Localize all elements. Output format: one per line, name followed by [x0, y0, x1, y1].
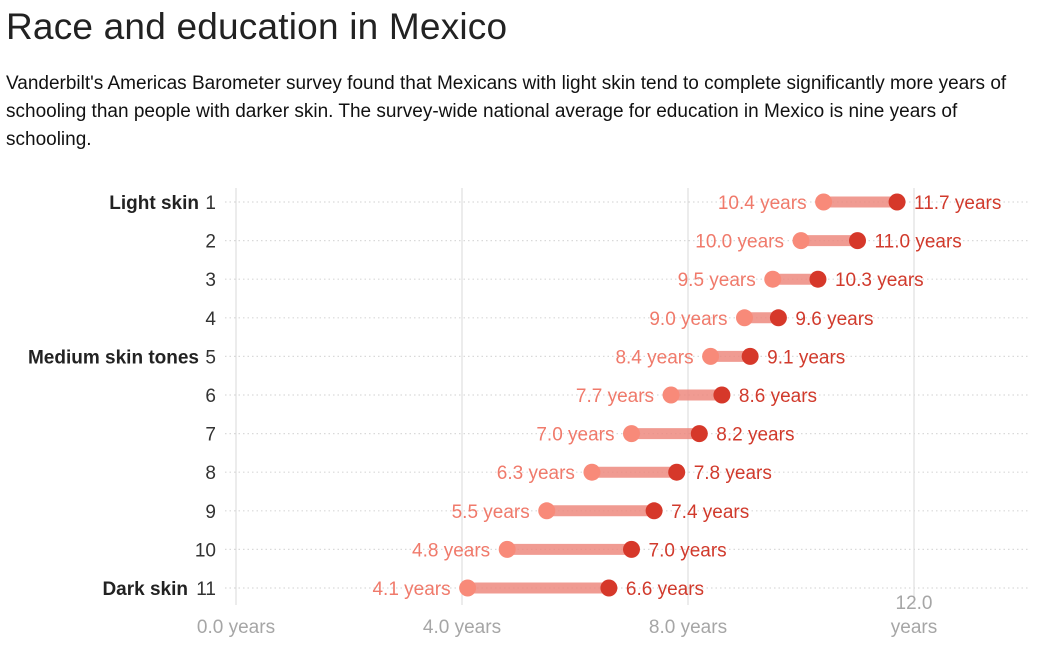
x-tick-label: years — [891, 617, 937, 638]
row-tick-label: 7 — [205, 425, 216, 446]
x-tick-label: 0.0 years — [197, 617, 275, 638]
high-point — [809, 270, 827, 288]
low-point — [702, 347, 720, 365]
low-value-label: 7.0 years — [536, 425, 614, 446]
low-value-label: 9.0 years — [649, 309, 727, 330]
low-point — [764, 270, 782, 288]
low-point — [623, 425, 640, 443]
row-group-label: Dark skin — [102, 579, 188, 600]
row-tick-label: 9 — [205, 502, 216, 523]
row-tick-label: 6 — [205, 386, 216, 407]
low-value-label: 5.5 years — [452, 502, 530, 523]
high-point — [713, 386, 731, 404]
high-value-label: 9.1 years — [767, 347, 845, 368]
low-value-label: 4.8 years — [412, 540, 490, 561]
row-tick-label: 11 — [196, 579, 216, 600]
high-point — [849, 232, 866, 250]
high-point — [668, 463, 686, 481]
low-point — [498, 540, 516, 558]
chart-title: Race and education in Mexico — [6, 6, 508, 47]
row-tick-label: 10 — [195, 540, 216, 561]
row-group-label: Light skin — [109, 193, 199, 214]
low-point — [459, 579, 477, 597]
x-tick-label: 4.0 years — [423, 617, 501, 638]
high-value-label: 6.6 years — [626, 579, 704, 600]
low-value-label: 10.4 years — [718, 193, 807, 214]
high-point — [888, 193, 906, 211]
row-group-label: Medium skin tones — [28, 347, 199, 368]
high-value-label: 9.6 years — [795, 309, 873, 330]
low-value-label: 6.3 years — [497, 463, 575, 484]
low-value-label: 4.1 years — [372, 579, 450, 600]
high-value-label: 7.4 years — [671, 502, 749, 523]
high-value-label: 10.3 years — [835, 270, 924, 291]
low-value-label: 8.4 years — [615, 347, 693, 368]
low-point — [583, 463, 601, 481]
row-tick-label: 5 — [205, 347, 216, 368]
high-value-label: 7.0 years — [649, 540, 727, 561]
low-point — [736, 309, 753, 327]
high-value-label: 11.7 years — [914, 193, 1001, 214]
low-point — [792, 232, 810, 250]
x-tick-label: 8.0 years — [649, 617, 727, 638]
high-value-label: 8.2 years — [716, 425, 794, 446]
high-point — [769, 309, 787, 327]
low-value-label: 10.0 years — [695, 232, 784, 253]
high-point — [600, 579, 618, 597]
low-value-label: 9.5 years — [678, 270, 756, 291]
row-tick-label: 8 — [205, 463, 216, 484]
x-tick-label: 12.0 — [896, 593, 933, 614]
low-value-label: 7.7 years — [576, 386, 654, 407]
low-point — [815, 193, 833, 211]
high-point — [645, 502, 663, 520]
row-tick-label: 2 — [205, 232, 216, 253]
chart-subtitle: Vanderbilt's Americas Barometer survey f… — [6, 73, 1007, 150]
low-point — [538, 502, 556, 520]
low-point — [662, 386, 680, 404]
high-point — [623, 540, 640, 558]
high-point — [741, 347, 759, 365]
high-value-label: 7.8 years — [694, 463, 772, 484]
row-tick-label: 4 — [205, 309, 216, 330]
row-tick-label: 1 — [205, 193, 216, 214]
row-tick-label: 3 — [205, 270, 216, 291]
high-point — [690, 425, 708, 443]
high-value-label: 8.6 years — [739, 386, 817, 407]
high-value-label: 11.0 years — [875, 232, 962, 253]
